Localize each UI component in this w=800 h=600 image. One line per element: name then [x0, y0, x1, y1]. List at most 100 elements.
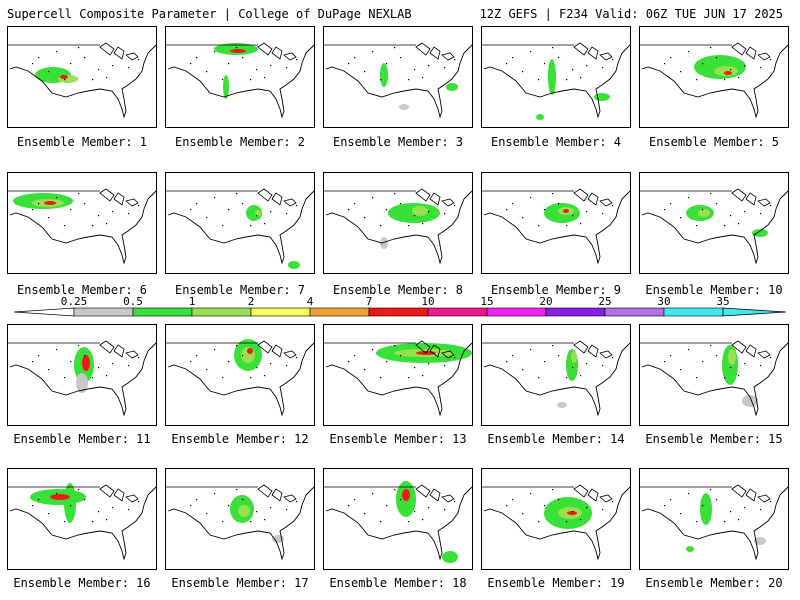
- state-boundary-mark: [242, 355, 244, 357]
- colorbar-tick-label: 0.5: [123, 296, 143, 308]
- state-boundary-mark: [196, 203, 198, 205]
- state-boundary-mark: [724, 79, 726, 81]
- state-boundary-mark: [572, 215, 574, 217]
- map-panel-6: [7, 172, 157, 274]
- state-boundary-mark: [386, 63, 388, 65]
- member-label-7: Ensemble Member: 7: [174, 283, 306, 297]
- great-lakes: [573, 484, 613, 503]
- state-boundary-mark: [128, 509, 130, 511]
- state-boundary-mark: [48, 71, 50, 73]
- scp-contour-area: [446, 83, 458, 91]
- state-boundary-mark: [724, 225, 726, 227]
- member-label-5: Ensemble Member: 5: [648, 135, 780, 149]
- state-boundary-mark: [98, 215, 100, 217]
- state-boundary-mark: [454, 59, 456, 61]
- state-boundary-mark: [250, 377, 252, 379]
- state-boundary-mark: [744, 363, 746, 365]
- scp-contour-area: [230, 49, 246, 53]
- state-boundary-mark: [558, 57, 560, 59]
- state-boundary-mark: [670, 355, 672, 357]
- state-boundary-mark: [552, 193, 554, 195]
- state-boundary-mark: [236, 47, 238, 49]
- scp-contour-area: [700, 493, 712, 525]
- state-boundary-mark: [264, 77, 266, 79]
- us-map: [324, 481, 472, 563]
- state-boundary-mark: [364, 217, 366, 219]
- us-map: [8, 188, 156, 265]
- state-boundary-mark: [544, 209, 546, 211]
- map-panel-18: [323, 468, 473, 570]
- us-map: [640, 340, 788, 417]
- state-boundary-mark: [92, 377, 94, 379]
- state-boundary-mark: [414, 367, 416, 369]
- scp-contour-area: [50, 494, 70, 500]
- coastline: [641, 486, 788, 561]
- coastline: [641, 44, 788, 119]
- colorbar-segment: [604, 307, 665, 317]
- state-boundary-mark: [580, 519, 582, 521]
- state-boundary-mark: [222, 79, 224, 81]
- state-boundary-mark: [196, 355, 198, 357]
- coastline: [483, 486, 630, 561]
- state-boundary-mark: [206, 217, 208, 219]
- map-panel-7: [165, 172, 315, 274]
- map-panel-10: [639, 172, 789, 274]
- state-boundary-mark: [770, 205, 772, 207]
- state-boundary-mark: [408, 377, 410, 379]
- state-boundary-mark: [70, 63, 72, 65]
- colorbar-segment: [73, 307, 134, 317]
- scp-contour-area: [399, 104, 409, 110]
- state-boundary-mark: [206, 369, 208, 371]
- state-boundary-mark: [572, 367, 574, 369]
- map-panel-2: [165, 26, 315, 128]
- state-boundary-mark: [400, 57, 402, 59]
- scp-contour-area: [698, 209, 710, 217]
- state-boundary-mark: [190, 209, 192, 211]
- map-panel-16: [7, 468, 157, 570]
- state-boundary-mark: [386, 505, 388, 507]
- state-boundary-mark: [744, 211, 746, 213]
- great-lakes: [573, 42, 613, 61]
- colorbar-tick-label: 15: [480, 296, 493, 308]
- state-boundary-mark: [228, 505, 230, 507]
- state-boundary-mark: [270, 211, 272, 213]
- great-lakes: [731, 484, 771, 503]
- state-boundary-mark: [744, 507, 746, 509]
- state-boundary-mark: [710, 193, 712, 195]
- state-boundary-mark: [558, 355, 560, 357]
- great-lakes: [99, 188, 139, 207]
- us-map: [482, 188, 630, 265]
- state-boundary-mark: [78, 489, 80, 491]
- state-boundary-mark: [512, 355, 514, 357]
- scp-contour-area: [76, 373, 88, 393]
- colorbar-tick-label: 4: [307, 296, 314, 308]
- state-boundary-mark: [544, 361, 546, 363]
- state-boundary-mark: [512, 57, 514, 59]
- map-panel-4: [481, 26, 631, 128]
- state-boundary-mark: [566, 225, 568, 227]
- state-boundary-mark: [586, 363, 588, 365]
- state-boundary-mark: [256, 215, 258, 217]
- map-panel-8: [323, 172, 473, 274]
- colorbar-tick-label: 10: [421, 296, 434, 308]
- state-boundary-mark: [364, 513, 366, 515]
- scp-contour-area: [402, 489, 410, 501]
- state-boundary-mark: [256, 511, 258, 513]
- map-panel-13: [323, 324, 473, 426]
- scp-contour-area: [247, 348, 253, 354]
- scp-contour-area: [563, 209, 569, 213]
- coastline: [167, 486, 314, 561]
- coastline: [483, 190, 630, 265]
- state-boundary-mark: [428, 211, 430, 213]
- state-boundary-mark: [688, 493, 690, 495]
- scp-contour-area: [594, 93, 610, 101]
- scp-contour-area: [246, 205, 262, 221]
- state-boundary-mark: [716, 57, 718, 59]
- state-boundary-mark: [380, 79, 382, 81]
- colorbar-segment: [368, 307, 429, 317]
- great-lakes: [415, 42, 455, 61]
- state-boundary-mark: [512, 499, 514, 501]
- colorbar-segment: [486, 307, 547, 317]
- member-label-6: Ensemble Member: 6: [16, 283, 148, 297]
- state-boundary-mark: [32, 505, 34, 507]
